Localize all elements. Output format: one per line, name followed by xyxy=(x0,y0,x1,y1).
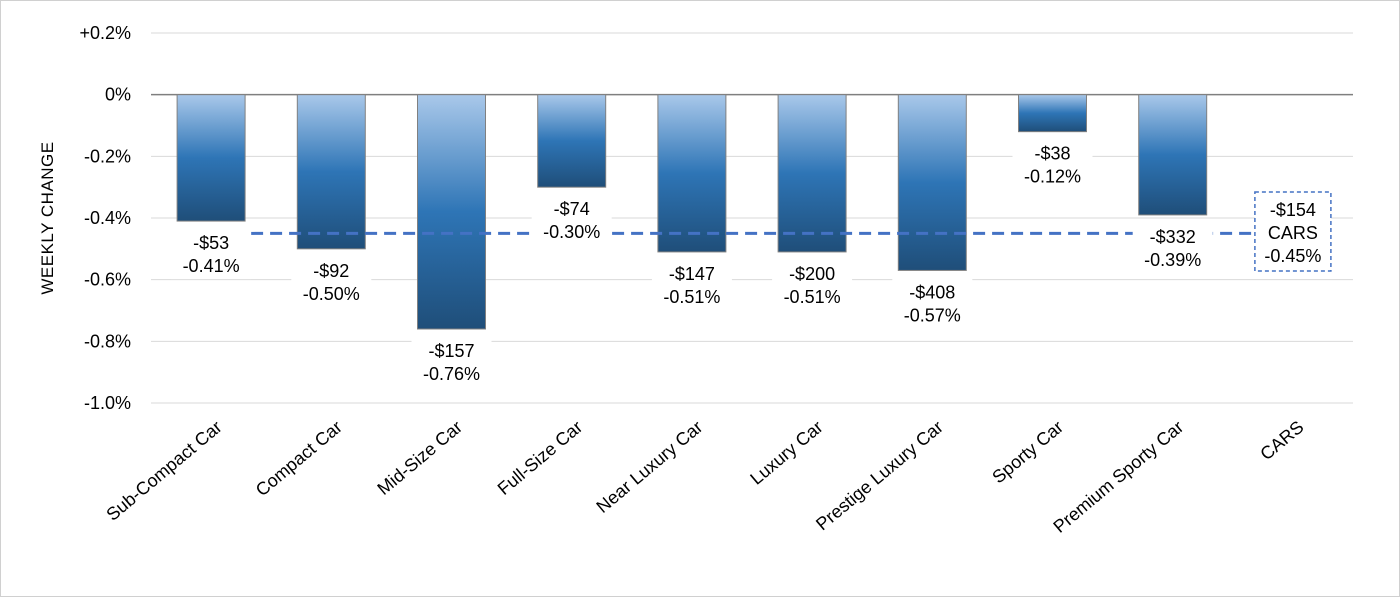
x-category-label: Sub-Compact Car xyxy=(102,417,225,525)
x-category-label: CARS xyxy=(1256,417,1307,464)
y-tick-label: -1.0% xyxy=(84,393,131,413)
y-tick-label: -0.4% xyxy=(84,208,131,228)
data-label-dollar: -$408 xyxy=(909,282,955,302)
data-label-percent: -0.30% xyxy=(543,222,600,242)
data-label-dollar: -$92 xyxy=(313,261,349,281)
data-label-percent: -0.39% xyxy=(1144,250,1201,270)
data-label-percent: -0.41% xyxy=(183,256,240,276)
data-label-background xyxy=(651,259,732,310)
x-category-label: Prestige Luxury Car xyxy=(812,417,947,535)
x-category-label: Full-Size Car xyxy=(494,417,587,499)
average-label-box xyxy=(1254,191,1332,272)
data-label-percent: -0.76% xyxy=(423,364,480,384)
data-label-percent: -0.51% xyxy=(784,287,841,307)
bar xyxy=(1018,94,1087,133)
data-label-background xyxy=(531,195,612,246)
bar xyxy=(657,94,727,253)
average-label-dollar: -$154 xyxy=(1270,200,1316,220)
data-label-percent: -0.57% xyxy=(904,305,961,325)
data-label-background xyxy=(411,337,492,387)
bar xyxy=(897,94,967,271)
bars xyxy=(176,94,1208,330)
y-axis-ticks: +0.2% 0% -0.2% -0.4% -0.6% -0.8% -1.0% xyxy=(79,23,131,413)
data-label-background xyxy=(772,259,853,310)
x-category-label: Near Luxury Car xyxy=(592,417,706,517)
x-category-label: Mid-Size Car xyxy=(374,417,467,499)
data-labels: -$53 -0.41% -$92 -0.50% -$157 -0.76% -$74 -0.30… xyxy=(171,139,1332,387)
y-tick-label: -0.6% xyxy=(84,270,131,290)
data-label-background xyxy=(892,278,973,329)
y-tick-label: -0.2% xyxy=(84,146,131,166)
data-label-dollar: -$38 xyxy=(1034,144,1070,164)
x-category-label: Compact Car xyxy=(252,417,346,500)
data-label-dollar: -$332 xyxy=(1150,227,1196,247)
x-category-label: Premium Sporty Car xyxy=(1050,417,1188,537)
data-label-background xyxy=(171,229,252,280)
x-category-label: Sporty Car xyxy=(988,417,1067,488)
bar xyxy=(417,94,486,330)
data-label-percent: -0.50% xyxy=(303,284,360,304)
bar xyxy=(176,94,246,222)
bar xyxy=(1138,94,1208,216)
data-label-dollar: -$157 xyxy=(428,341,474,361)
bar xyxy=(777,94,847,253)
data-label-percent: -0.12% xyxy=(1024,167,1081,187)
y-tick-label: +0.2% xyxy=(79,23,131,43)
data-label-background xyxy=(1132,222,1213,273)
data-label-background xyxy=(291,256,372,307)
x-axis-categories: Sub-Compact Car Compact Car Mid-Size Car Fu… xyxy=(102,417,1307,537)
data-label-dollar: -$53 xyxy=(193,233,229,253)
average-label-name: CARS xyxy=(1268,223,1318,243)
data-label-background xyxy=(1012,139,1093,190)
data-label-dollar: -$200 xyxy=(789,264,835,284)
y-tick-label: -0.8% xyxy=(84,331,131,351)
data-label-percent: -0.51% xyxy=(663,287,720,307)
bar xyxy=(537,94,607,188)
bar xyxy=(296,94,366,250)
y-tick-label: 0% xyxy=(105,85,131,105)
data-label-dollar: -$74 xyxy=(554,199,590,219)
data-label-dollar: -$147 xyxy=(669,264,715,284)
x-category-label: Luxury Car xyxy=(746,417,826,489)
average-label-percent: -0.45% xyxy=(1264,246,1321,266)
y-axis-label: WEEKLY CHANGE xyxy=(38,141,57,294)
